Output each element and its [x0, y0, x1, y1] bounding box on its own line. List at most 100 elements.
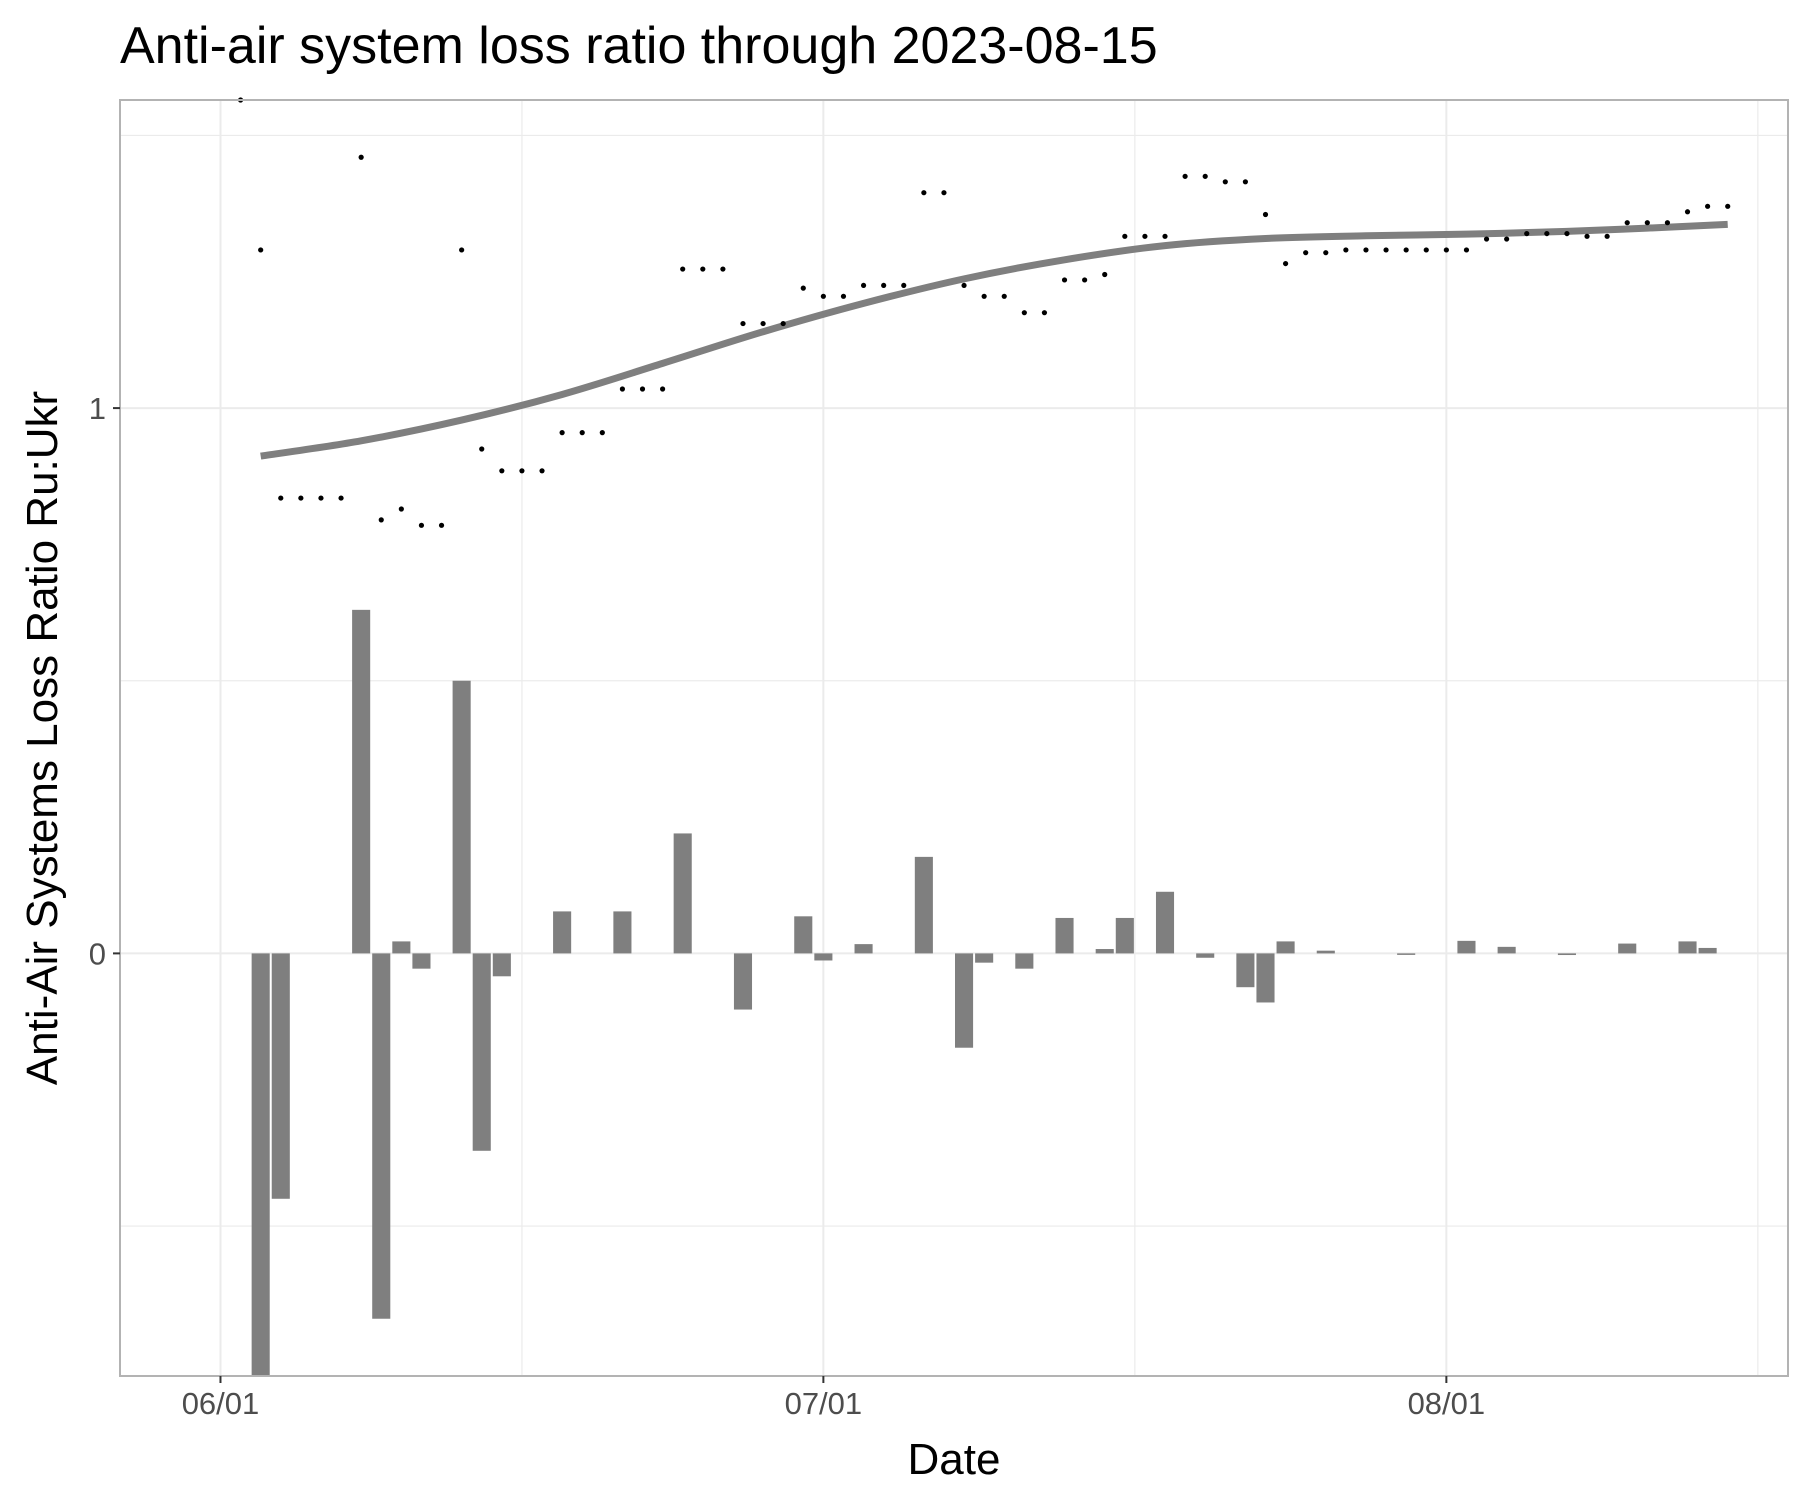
data-point	[278, 495, 284, 501]
data-point	[1242, 179, 1248, 185]
smooth-trend-line	[260, 220, 1728, 460]
data-point	[459, 247, 465, 253]
bar-mark	[733, 953, 753, 1010]
bar-mark	[1015, 953, 1034, 969]
bar-mark	[1236, 953, 1255, 988]
bar-mark	[814, 953, 833, 961]
y-axis-title: Anti-Air Systems Loss Ratio Ru:Ukr	[18, 391, 67, 1085]
data-point	[1102, 271, 1108, 278]
data-point	[1202, 173, 1208, 179]
y-tick-label: 1	[89, 391, 106, 426]
data-point	[1041, 310, 1048, 316]
bar-mark	[1497, 946, 1516, 954]
data-point	[901, 282, 907, 289]
x-tick-label: 08/01	[1408, 1386, 1486, 1421]
data-point	[1644, 220, 1650, 226]
data-point	[398, 506, 404, 512]
data-point	[941, 190, 947, 196]
data-point	[1222, 179, 1228, 185]
data-point	[860, 282, 867, 289]
bar-mark	[251, 953, 270, 1376]
bar-mark	[1557, 953, 1576, 956]
data-point	[961, 282, 967, 289]
bar-mark	[1698, 947, 1717, 954]
bar-mark	[1678, 941, 1697, 954]
data-point	[1423, 247, 1429, 253]
data-point	[1021, 310, 1027, 316]
chart-title: Anti-air system loss ratio through 2023-…	[120, 17, 1158, 75]
x-tick-label: 06/01	[182, 1386, 260, 1421]
data-point	[1725, 203, 1731, 209]
data-point	[1504, 236, 1510, 242]
smooth-line-series	[260, 220, 1728, 460]
bar-mark	[1618, 943, 1637, 954]
bar-mark	[1397, 953, 1416, 955]
data-point	[1443, 247, 1449, 253]
bar-series	[251, 609, 1717, 1376]
data-point	[1303, 250, 1309, 256]
data-point	[1483, 236, 1490, 242]
x-tick-label: 07/01	[785, 1386, 863, 1421]
data-point	[378, 517, 384, 523]
bar-mark	[472, 953, 491, 1151]
data-point	[499, 468, 505, 474]
bar-mark	[372, 953, 391, 1319]
data-point	[720, 266, 726, 272]
bar-mark	[613, 911, 632, 954]
data-point	[1363, 247, 1369, 253]
data-point	[1544, 230, 1550, 237]
bar-mark	[412, 953, 431, 969]
bar-mark	[452, 680, 471, 954]
bar-mark	[794, 916, 813, 954]
x-axis-title: Date	[908, 1435, 1001, 1484]
data-point	[1182, 173, 1188, 179]
data-point	[840, 293, 847, 299]
data-point	[740, 320, 746, 327]
data-point	[298, 495, 304, 501]
data-point	[438, 522, 445, 528]
data-point	[800, 285, 806, 291]
bar-mark	[854, 944, 873, 954]
data-point	[1001, 293, 1007, 299]
data-point	[1684, 209, 1691, 215]
bar-mark	[1115, 917, 1134, 954]
data-point	[1705, 203, 1711, 209]
data-point	[1604, 233, 1610, 239]
bar-mark	[914, 856, 933, 954]
data-point	[1162, 233, 1168, 239]
bar-mark	[673, 833, 692, 954]
bar-mark	[271, 953, 290, 1199]
bar-mark	[1055, 917, 1074, 954]
data-point	[1061, 277, 1068, 283]
bar-mark	[352, 609, 371, 954]
data-point	[881, 282, 887, 289]
bar-mark	[1457, 940, 1476, 954]
data-point	[660, 386, 666, 392]
data-point	[599, 430, 605, 436]
data-point	[1584, 233, 1590, 239]
data-point	[1282, 260, 1289, 267]
data-point	[519, 468, 525, 474]
data-point	[700, 266, 706, 272]
data-point	[639, 386, 646, 392]
y-tick-label: 0	[89, 936, 106, 971]
data-point	[358, 154, 364, 160]
bar-mark	[1095, 949, 1114, 954]
data-point	[1564, 230, 1570, 237]
data-point	[258, 247, 264, 253]
data-point	[619, 386, 626, 392]
y-axis-ticks: 01	[89, 391, 120, 971]
bar-mark	[975, 953, 994, 963]
data-point	[981, 293, 987, 299]
data-point	[1262, 211, 1269, 218]
data-point	[780, 320, 786, 327]
data-point	[1323, 250, 1329, 256]
data-point	[1122, 233, 1128, 239]
data-point	[1524, 230, 1530, 237]
bar-mark	[1316, 950, 1335, 954]
bar-mark	[955, 953, 974, 1048]
data-point	[1343, 247, 1349, 253]
